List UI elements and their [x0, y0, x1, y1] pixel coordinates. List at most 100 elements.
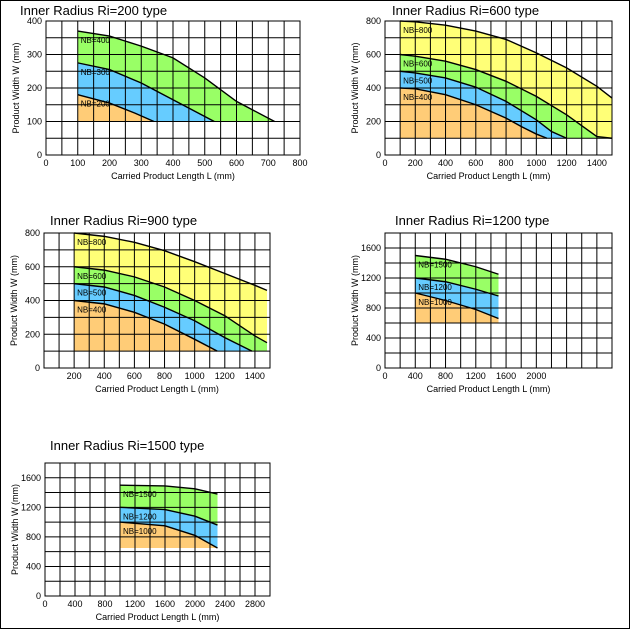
series-label: NB=400 [403, 93, 433, 102]
y-tick-label: 400 [27, 16, 42, 26]
x-tick-label: 200 [67, 371, 82, 381]
chart-title: Inner Radius Ri=600 type [392, 3, 539, 18]
x-tick-label: 1200 [125, 599, 145, 609]
x-axis-label: Carried Product Length L (mm) [427, 171, 551, 181]
x-tick-label: 1000 [526, 158, 546, 168]
x-tick-label: 0 [43, 158, 48, 168]
series-label: NB=1000 [418, 298, 452, 307]
boundary-nb-500 [74, 282, 253, 352]
chart-title: Inner Radius Ri=200 type [20, 3, 167, 18]
boundary-nb-400 [77, 30, 275, 123]
y-tick-label: 400 [25, 296, 40, 306]
series-label: NB=500 [403, 76, 433, 85]
x-axis-label: Carried Product Length L (mm) [427, 384, 551, 394]
boundary-nb-200 [77, 94, 155, 123]
x-tick-label: 2000 [526, 371, 546, 381]
x-tick-label: 400 [67, 599, 82, 609]
series-label: NB=200 [81, 100, 111, 109]
series-label: NB=500 [77, 289, 107, 298]
y-tick-label: 200 [366, 117, 381, 127]
x-tick-label: 1400 [245, 371, 265, 381]
series-label: NB=1000 [123, 527, 157, 536]
y-tick-label: 1200 [361, 273, 381, 283]
boundary-nb-1500 [415, 254, 499, 275]
y-tick-label: 800 [366, 16, 381, 26]
boundary-nb-400 [74, 299, 218, 352]
chart-title: Inner Radius Ri=1500 type [50, 438, 204, 453]
y-axis-label: Product Width W (mm) [9, 255, 19, 346]
y-tick-label: 0 [376, 363, 381, 373]
area-nb-400 [74, 300, 218, 352]
y-tick-label: 100 [27, 117, 42, 127]
x-tick-label: 600 [229, 158, 244, 168]
y-tick-label: 400 [26, 561, 41, 571]
chart-1: Inner Radius Ri=200 type NB=400 NB=300 NB=2… [11, 3, 308, 181]
y-tick-label: 0 [376, 150, 381, 160]
x-axis-label: Carried Product Length L (mm) [96, 612, 220, 622]
y-tick-label: 1600 [361, 243, 381, 253]
x-tick-label: 1200 [215, 371, 235, 381]
chart-2: Inner Radius Ri=600 type NB=800 NB=600 NB=5… [350, 3, 613, 181]
x-tick-label: 600 [468, 158, 483, 168]
x-tick-label: 100 [70, 158, 85, 168]
x-tick-label: 700 [261, 158, 276, 168]
boundary-nb-600 [74, 266, 268, 344]
x-tick-label: 800 [499, 158, 514, 168]
series-label: NB=1500 [418, 261, 452, 270]
y-tick-label: 800 [25, 228, 40, 238]
area-nb-1000 [120, 522, 218, 548]
y-axis-label: Product Width W (mm) [350, 255, 360, 346]
x-tick-label: 0 [382, 158, 387, 168]
y-tick-label: 0 [35, 363, 40, 373]
boundary-nb-300 [77, 62, 215, 123]
x-tick-label: 600 [127, 371, 142, 381]
x-tick-label: 500 [197, 158, 212, 168]
plot-border [43, 232, 271, 369]
boundary-nb-1500 [119, 484, 218, 495]
y-tick-label: 1200 [21, 502, 41, 512]
y-tick-label: 1600 [21, 473, 41, 483]
y-tick-label: 0 [36, 591, 41, 601]
x-tick-label: 2400 [215, 599, 235, 609]
x-tick-label: 1200 [557, 158, 577, 168]
series-label: NB=800 [77, 238, 107, 247]
y-axis-label: Product Width W (mm) [11, 42, 21, 133]
x-tick-label: 800 [157, 371, 172, 381]
chart-5: Inner Radius Ri=1500 type NB=1500 NB=1200 N… [10, 438, 271, 622]
x-tick-label: 800 [438, 371, 453, 381]
y-tick-label: 800 [366, 303, 381, 313]
y-tick-label: 300 [27, 50, 42, 60]
series-label: NB=300 [81, 68, 111, 77]
y-tick-label: 800 [26, 532, 41, 542]
y-axis-label: Product Width W (mm) [10, 484, 20, 575]
y-tick-label: 600 [25, 262, 40, 272]
x-tick-label: 0 [382, 371, 387, 381]
x-tick-label: 2800 [245, 599, 265, 609]
series-label: NB=1200 [418, 283, 452, 292]
x-tick-label: 400 [97, 371, 112, 381]
series-label: NB=600 [403, 60, 433, 69]
x-tick-label: 1000 [185, 371, 205, 381]
boundary-nb-1200 [119, 506, 218, 526]
series-label: NB=400 [81, 36, 111, 45]
y-tick-label: 400 [366, 83, 381, 93]
area-nb-400 [400, 88, 547, 139]
y-tick-label: 200 [25, 329, 40, 339]
boundary-nb-1200 [415, 277, 499, 297]
x-tick-label: 400 [408, 371, 423, 381]
chart-title: Inner Radius Ri=900 type [50, 213, 197, 228]
x-tick-label: 300 [134, 158, 149, 168]
series-label: NB=1200 [123, 512, 157, 521]
y-tick-label: 0 [37, 150, 42, 160]
series-label: NB=1500 [123, 490, 157, 499]
boundary-nb-500 [400, 70, 567, 139]
x-tick-label: 200 [102, 158, 117, 168]
x-tick-label: 1600 [155, 599, 175, 609]
x-tick-label: 800 [292, 158, 307, 168]
boundary-nb-1000 [119, 521, 218, 549]
x-tick-label: 1400 [587, 158, 607, 168]
x-tick-label: 1600 [496, 371, 516, 381]
x-tick-label: 2000 [185, 599, 205, 609]
plot-border [44, 462, 271, 597]
